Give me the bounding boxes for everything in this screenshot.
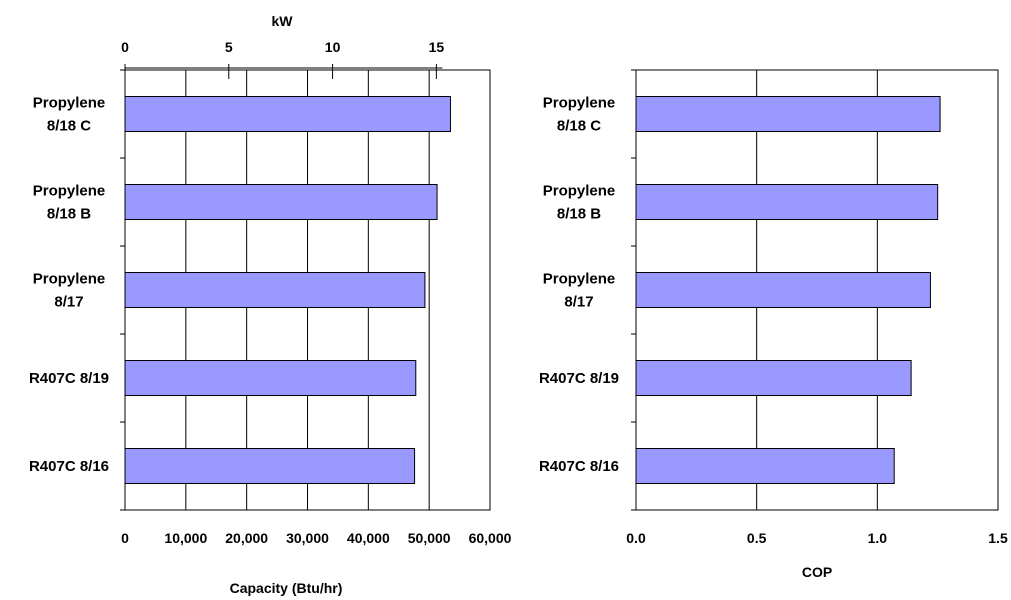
cop-bar bbox=[635, 184, 939, 220]
capacity-x-tick-label: 40,000 bbox=[347, 530, 390, 546]
capacity-x-tick-label: 20,000 bbox=[225, 530, 268, 546]
cop-bar bbox=[635, 448, 895, 484]
capacity-bar bbox=[124, 272, 426, 308]
cop-chart: 0.0 0.5 1.0 1.5 Propylene 8/18 C Propylene 8/18… bbox=[539, 69, 1008, 580]
cop-x-axis-title: COP bbox=[802, 564, 832, 580]
cop-category-label: Propylene bbox=[543, 183, 616, 200]
kw-tick-label: 10 bbox=[325, 39, 341, 55]
capacity-x-tick-label: 10,000 bbox=[164, 530, 207, 546]
capacity-category-label: Propylene bbox=[33, 183, 106, 200]
capacity-x-tick-label: 0 bbox=[121, 530, 129, 546]
capacity-bar bbox=[124, 184, 438, 220]
capacity-x-tick-label: 50,000 bbox=[408, 530, 451, 546]
kw-axis-title: kW bbox=[272, 13, 294, 29]
cop-bar bbox=[635, 272, 931, 308]
cop-bar bbox=[635, 360, 912, 396]
kw-tick-label: 0 bbox=[121, 39, 129, 55]
cop-x-tick-label: 0.5 bbox=[747, 530, 767, 546]
capacity-category-label: 8/18 B bbox=[47, 206, 91, 223]
cop-category-label: 8/17 bbox=[564, 294, 593, 311]
capacity-x-tick-label: 60,000 bbox=[469, 530, 512, 546]
capacity-chart: 0 10,000 20,000 30,000 40,000 50,000 60,000 Pro… bbox=[29, 13, 512, 596]
capacity-category-label: R407C 8/19 bbox=[29, 370, 109, 387]
capacity-bar bbox=[124, 96, 451, 132]
capacity-bar bbox=[124, 360, 417, 396]
cop-category-label: 8/18 C bbox=[557, 118, 601, 135]
capacity-bar bbox=[124, 448, 416, 484]
capacity-category-label: 8/18 C bbox=[47, 118, 91, 135]
capacity-category-label: Propylene bbox=[33, 95, 106, 112]
cop-category-label: Propylene bbox=[543, 95, 616, 112]
kw-tick-label: 15 bbox=[429, 39, 445, 55]
kw-tick-label: 5 bbox=[225, 39, 233, 55]
cop-bar bbox=[635, 96, 941, 132]
capacity-x-axis-title: Capacity (Btu/hr) bbox=[230, 580, 343, 596]
capacity-category-label: Propylene bbox=[33, 271, 106, 288]
capacity-category-label: 8/17 bbox=[54, 294, 83, 311]
cop-x-tick-label: 1.0 bbox=[868, 530, 888, 546]
cop-category-label: Propylene bbox=[543, 271, 616, 288]
cop-x-tick-label: 0.0 bbox=[626, 530, 646, 546]
cop-category-label: 8/18 B bbox=[557, 206, 601, 223]
capacity-x-tick-label: 30,000 bbox=[286, 530, 329, 546]
cop-category-label: R407C 8/19 bbox=[539, 370, 619, 387]
capacity-category-label: R407C 8/16 bbox=[29, 458, 109, 475]
cop-x-tick-label: 1.5 bbox=[988, 530, 1008, 546]
cop-category-label: R407C 8/16 bbox=[539, 458, 619, 475]
